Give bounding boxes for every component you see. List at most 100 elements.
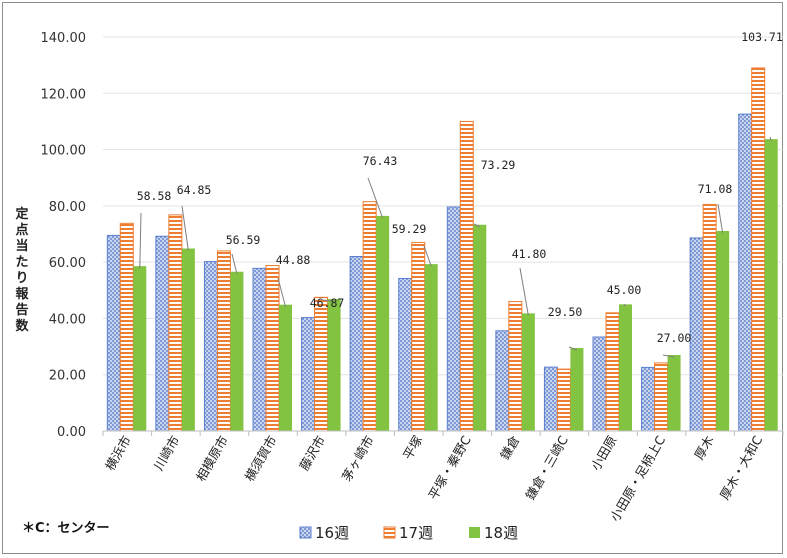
bar-dots (301, 317, 316, 432)
x-category-label: 鎌倉 (497, 433, 523, 463)
bar-dots (592, 336, 607, 432)
y-tick-label: 40.00 (49, 312, 86, 327)
bar-stripes (508, 301, 523, 432)
bar-stripes (168, 214, 183, 432)
leader-line (623, 303, 626, 307)
leader-line (423, 245, 432, 267)
y-tick-label: 80.00 (49, 200, 86, 215)
x-category-label: 鎌倉・三崎C (522, 433, 571, 502)
data-label: 71.08 (698, 182, 733, 196)
bar-solid (133, 266, 147, 431)
bar-dots (106, 234, 121, 432)
data-label: 27.00 (657, 331, 692, 345)
bar-solid (424, 264, 438, 431)
x-category-label: 横浜市 (102, 433, 134, 473)
bar-stripes (556, 368, 571, 432)
data-label: 44.88 (276, 253, 311, 267)
bar-solid (716, 230, 730, 431)
leader-line (717, 203, 724, 234)
x-category-label: 厚木 (691, 433, 717, 463)
bar-dots (689, 237, 704, 432)
x-category-label: 小田原・足柄上C (607, 433, 668, 524)
y-axis-label-char: 点 (15, 222, 28, 238)
leader-line (473, 223, 480, 228)
bar-dots (398, 277, 413, 432)
data-label: 76.43 (363, 154, 398, 168)
data-label: 73.29 (481, 158, 516, 172)
y-axis-label-char: 定 (14, 206, 28, 222)
bar-solid (764, 139, 778, 431)
data-label: 45.00 (607, 283, 642, 297)
legend-swatch (299, 526, 312, 539)
y-axis-ticks: 0.00 20.00 40.00 60.00 80.00 100.00 120.00 140.… (41, 31, 87, 440)
data-label: 64.85 (177, 183, 212, 197)
bar-solid (279, 304, 292, 431)
legend-swatch (383, 526, 396, 539)
y-axis-label-char: 報 (15, 286, 29, 302)
bar-solid (473, 224, 487, 431)
y-axis-label-char: た (15, 255, 28, 270)
x-axis-categories: 横浜市 川崎市 相模原市 横須賀市 藤沢市 茅ヶ崎市 平塚 平塚・秦野C 鎌倉 鎌倉・三崎C 小田原… (102, 431, 784, 524)
bar-solid (521, 313, 535, 431)
legend: 16週 17週 18週 (299, 524, 518, 542)
bar-stripes (702, 203, 717, 432)
legend-label: 16週 (315, 524, 349, 542)
data-label: 58.58 (137, 189, 172, 203)
leader-line (367, 177, 384, 219)
x-category-label: 藤沢市 (296, 433, 328, 473)
x-category-label: 平塚・秦野C (425, 433, 474, 502)
leader-line (181, 205, 189, 251)
leader-line (662, 354, 675, 358)
bar-stripes (411, 241, 426, 432)
x-category-label: 相模原市 (193, 433, 231, 484)
bar-dots (641, 366, 656, 432)
y-axis-label-char: 告 (15, 302, 28, 318)
bar-stripes (216, 250, 231, 432)
bar-stripes (362, 201, 377, 432)
x-category-label: 平塚 (400, 433, 426, 463)
x-category-label: 小田原 (588, 433, 620, 473)
bar-dots (203, 261, 218, 432)
data-label: 46.87 (310, 296, 345, 310)
data-label: 56.59 (226, 233, 261, 247)
bar-dots (349, 256, 364, 432)
data-label: 59.29 (392, 222, 427, 236)
bar-solid (181, 248, 195, 431)
y-tick-label: 140.00 (41, 31, 87, 46)
bar-dots (543, 366, 558, 432)
leader-line (277, 277, 286, 307)
bar-stripes (265, 265, 280, 432)
x-category-label: 厚木・大和C (717, 433, 766, 502)
leader-line (519, 267, 529, 316)
leader-line (769, 136, 772, 142)
bar-dots (252, 267, 267, 432)
bar-stripes (314, 296, 329, 432)
y-tick-label: 20.00 (49, 369, 86, 384)
bar-stripes (459, 120, 474, 432)
bar-stripes (119, 222, 134, 432)
y-axis-label-char: 数 (15, 318, 29, 334)
legend-label: 17週 (399, 524, 433, 542)
leader-line (139, 212, 142, 269)
bar-solid (230, 271, 244, 431)
data-label: 103.71 (741, 30, 783, 44)
bar-dots (446, 206, 461, 432)
y-tick-label: 120.00 (41, 87, 87, 102)
footnote: ＊C：センター (22, 521, 110, 536)
leader-line (568, 346, 578, 351)
data-labels: 58.58 64.85 56.59 44.88 46.87 76.43 59.29 73.29… (137, 30, 783, 358)
y-tick-label: 0.00 (57, 425, 86, 440)
y-tick-label: 60.00 (49, 256, 86, 271)
y-axis-label-char: 当 (15, 238, 28, 254)
bar-solid (667, 355, 681, 431)
data-label: 29.50 (548, 305, 583, 319)
bar-solid (570, 347, 584, 431)
x-category-label: 川崎市 (151, 433, 183, 473)
leader-line (321, 299, 335, 302)
bar-solid (327, 299, 341, 431)
y-tick-label: 100.00 (41, 144, 87, 159)
x-category-label: 横須賀市 (242, 433, 280, 484)
bar-dots (738, 113, 753, 432)
legend-swatch (469, 527, 480, 538)
